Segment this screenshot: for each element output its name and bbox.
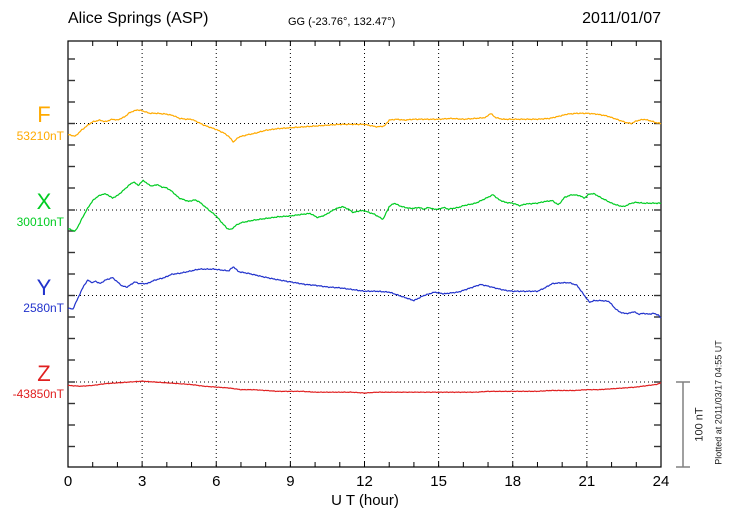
x-trace <box>68 179 662 232</box>
x-tick-label-15: 15 <box>430 473 447 490</box>
geographic-coordinates: GG (-23.76°, 132.47°) <box>288 16 396 28</box>
station-title: Alice Springs (ASP) <box>68 10 209 27</box>
component-label-f: F <box>37 102 51 127</box>
x-tick-label-6: 6 <box>212 473 221 490</box>
component-baseline-f: 53210nT <box>16 129 64 143</box>
plotted-at-note: Plotted at 2011/03/17 04:55 UT <box>713 340 724 465</box>
component-baseline-x: 30010nT <box>16 215 64 229</box>
x-tick-label-0: 0 <box>63 473 73 490</box>
x-tick-label-3: 3 <box>137 473 147 490</box>
z-trace <box>67 380 662 394</box>
x-tick-label-24: 24 <box>652 473 670 490</box>
component-baseline-z: -43850nT <box>12 387 64 401</box>
x-tick-label-18: 18 <box>504 473 522 490</box>
x-tick-label-21: 21 <box>578 473 596 490</box>
scale-bar-label: 100 nT <box>693 407 706 442</box>
component-label-x: X <box>36 189 52 214</box>
y-trace <box>67 266 662 319</box>
f-trace <box>67 109 662 143</box>
x-tick-label-9: 9 <box>286 473 295 490</box>
x-tick-label-12: 12 <box>356 473 373 490</box>
x-axis-title: U T (hour) <box>331 492 399 509</box>
component-label-z: Z <box>37 361 51 386</box>
component-label-y: Y <box>36 275 52 300</box>
component-baseline-y: 2580nT <box>23 301 64 315</box>
plot-date: 2011/01/07 <box>582 10 661 27</box>
